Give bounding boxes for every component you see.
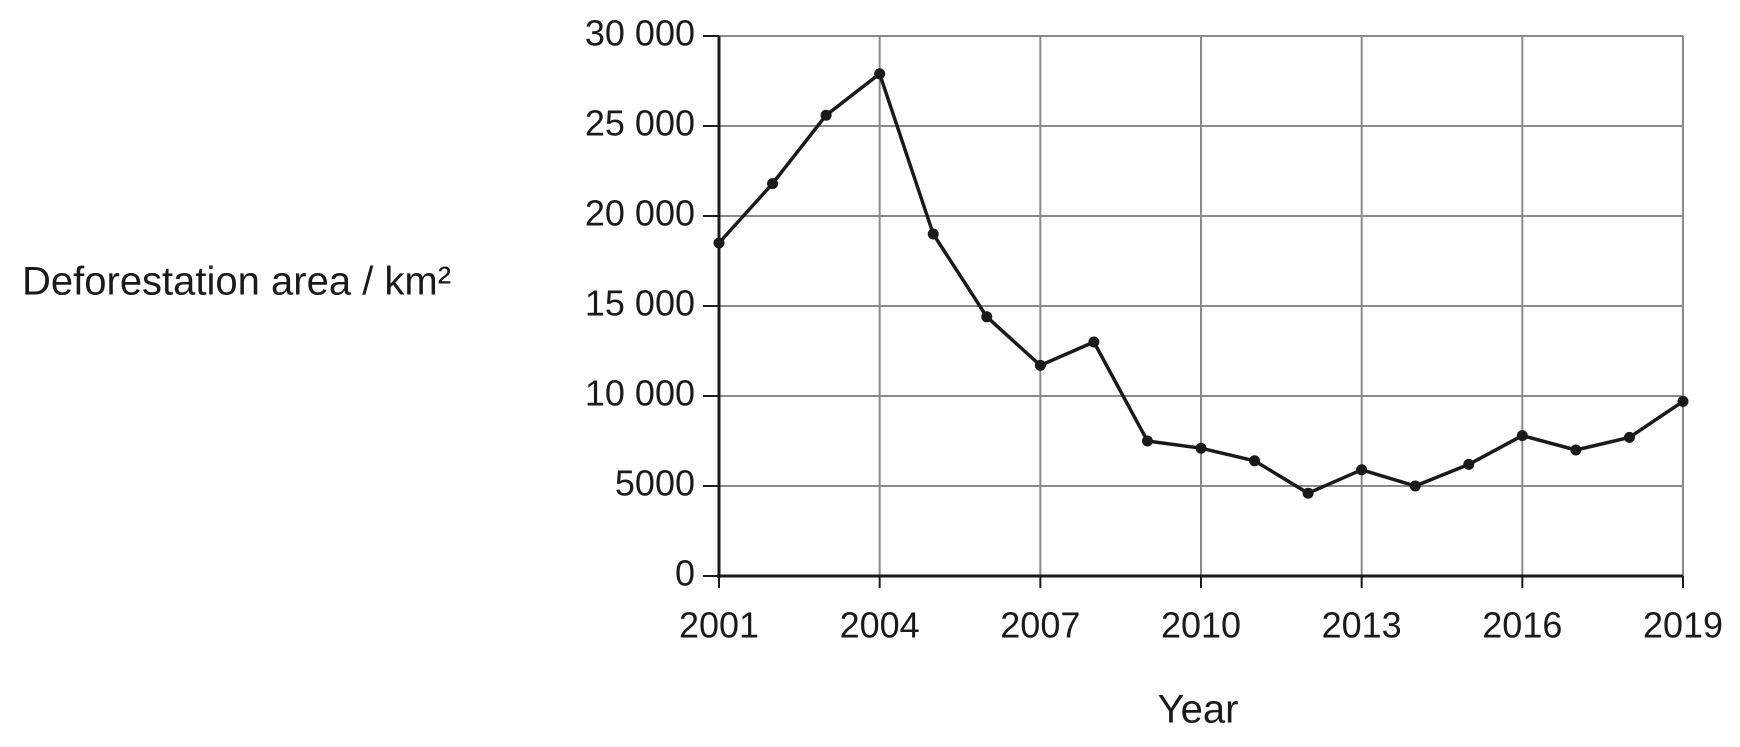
data-point: [1249, 455, 1261, 467]
data-point: [927, 228, 939, 240]
x-tick-label: 2001: [679, 605, 759, 646]
data-point: [1195, 442, 1207, 454]
data-point: [1088, 336, 1100, 348]
data-point: [1141, 435, 1153, 447]
data-point: [874, 68, 886, 80]
y-tick-label: 15 000: [585, 283, 695, 324]
x-tick-label: 2007: [1000, 605, 1080, 646]
x-tick-label: 2019: [1643, 605, 1723, 646]
data-point: [981, 311, 993, 323]
x-tick-label: 2016: [1482, 605, 1562, 646]
y-tick-label: 5000: [615, 463, 695, 504]
x-tick-label: 2010: [1161, 605, 1241, 646]
data-point: [713, 237, 725, 249]
data-point: [1302, 487, 1314, 499]
data-point: [1677, 395, 1689, 407]
y-tick-label: 20 000: [585, 193, 695, 234]
x-tick-label: 2004: [840, 605, 920, 646]
y-tick-label: 30 000: [585, 13, 695, 54]
data-point: [1356, 464, 1368, 476]
y-tick-label: 25 000: [585, 103, 695, 144]
data-point: [767, 178, 779, 190]
x-axis-label: Year: [1158, 688, 1239, 732]
data-point: [1516, 430, 1528, 442]
y-tick-label: 0: [675, 553, 695, 594]
y-axis-label: Deforestation area / km²: [22, 260, 451, 304]
data-point: [1623, 431, 1635, 443]
data-point: [1463, 458, 1475, 470]
data-point: [1570, 444, 1582, 456]
y-tick-label: 10 000: [585, 373, 695, 414]
data-point: [820, 109, 832, 121]
data-point: [1034, 359, 1046, 371]
data-point: [1409, 480, 1421, 492]
x-tick-label: 2013: [1322, 605, 1402, 646]
